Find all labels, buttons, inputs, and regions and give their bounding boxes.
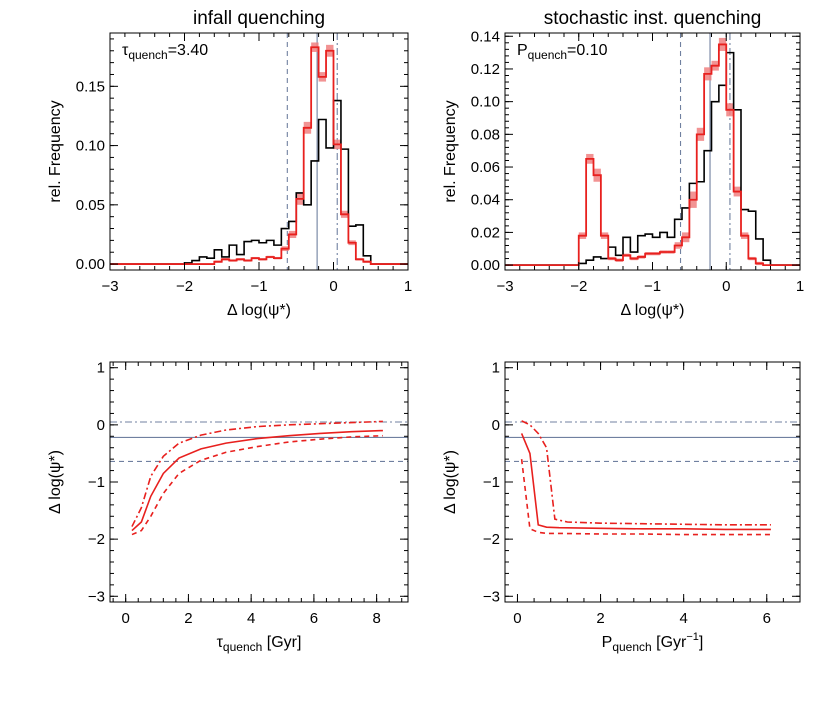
- annotation-base: P: [517, 42, 528, 59]
- y-tick-label: 0.12: [471, 61, 500, 78]
- x-axis-label-sub: quench: [612, 640, 651, 654]
- panel-3: 0 2 4 6 8 −3 −2 −1 0 1 Δ log(ψ*) τquench [Gyr]: [47, 360, 409, 654]
- y-tick-label: 1: [97, 360, 105, 377]
- parameter-annotation: τquench=3.40: [122, 42, 208, 62]
- x-tick-label: −1: [644, 278, 661, 295]
- x-tick-label: 4: [247, 610, 255, 627]
- y-axis-label: rel. Frequency: [442, 100, 459, 202]
- y-tick-label: 0.10: [76, 138, 105, 155]
- x-axis-label-sub: quench: [223, 640, 262, 654]
- x-axis-label: Δ log(ψ*): [227, 302, 291, 319]
- y-tick-label: 0.15: [76, 78, 105, 95]
- chart-title: infall quenching: [193, 8, 325, 29]
- y-tick-label: 0.14: [471, 28, 500, 45]
- y-tick-label: 0: [97, 417, 105, 434]
- parameter-annotation: Pquench=0.10: [517, 42, 608, 62]
- annotation-sub: quench: [128, 48, 167, 62]
- x-axis-label-base: τ: [217, 634, 224, 651]
- series-dashdot: [131, 420, 383, 527]
- y-tick-label: 0.02: [471, 224, 500, 241]
- x-axis-label: Δ log(ψ*): [621, 302, 685, 319]
- x-axis-label-sup: −1: [686, 631, 699, 643]
- series-dashed: [131, 434, 383, 536]
- x-tick-label: −3: [496, 278, 513, 295]
- y-tick-label: −3: [483, 588, 500, 605]
- x-axis-label: Pquench [Gyr−1]: [602, 631, 704, 654]
- panel-2: stochastic inst. quenching −3 −2 −1 0 1 0.00 0.…: [442, 8, 804, 319]
- x-tick-label: 2: [184, 610, 192, 627]
- y-axis-label: rel. Frequency: [47, 100, 64, 202]
- y-tick-label: 0.04: [471, 192, 500, 209]
- y-tick-label: 0.00: [471, 257, 500, 274]
- y-tick-label: −2: [88, 531, 105, 548]
- annotation-base: τ: [122, 42, 129, 59]
- x-tick-label: 0: [513, 610, 521, 627]
- x-tick-label: 2: [596, 610, 604, 627]
- y-tick-label: 0: [492, 417, 500, 434]
- series-model: [505, 43, 800, 266]
- x-tick-label: 8: [372, 610, 380, 627]
- y-tick-label: 1: [492, 360, 500, 377]
- series-dashed: [520, 459, 771, 536]
- y-tick-label: 0.06: [471, 159, 500, 176]
- panel-1: infall quenching −3 −2 −1 0 1 0.00 0.05 0.10 0.15…: [47, 8, 412, 319]
- y-tick-label: 0.08: [471, 126, 500, 143]
- series-model: [110, 46, 408, 265]
- x-tick-label: −2: [570, 278, 587, 295]
- x-tick-label: 6: [310, 610, 318, 627]
- y-tick-label: −2: [483, 531, 500, 548]
- plot-frame: [504, 361, 801, 603]
- x-axis-label-unit: [Gyr: [652, 634, 687, 651]
- y-tick-label: 0.10: [471, 94, 500, 111]
- series-solid: [520, 433, 771, 531]
- x-tick-label: −2: [176, 278, 193, 295]
- series-observed: [110, 99, 408, 265]
- series-observed: [505, 51, 800, 266]
- x-axis-label-base: P: [602, 634, 613, 651]
- series-dashdot: [521, 420, 771, 526]
- annotation-value: =3.40: [168, 42, 209, 59]
- x-tick-label: 1: [796, 278, 804, 295]
- chart-title: stochastic inst. quenching: [544, 8, 762, 29]
- y-tick-label: −1: [88, 474, 105, 491]
- x-axis-label-unit: [Gyr]: [262, 634, 301, 651]
- y-tick-label: 0.00: [76, 256, 105, 273]
- y-axis-label: Δ log(ψ*): [442, 450, 459, 514]
- x-tick-label: 0: [329, 278, 337, 295]
- x-axis-label: τquench [Gyr]: [217, 634, 302, 654]
- x-tick-label: 6: [763, 610, 771, 627]
- x-tick-label: −1: [250, 278, 267, 295]
- y-tick-label: 0.05: [76, 197, 105, 214]
- y-tick-label: −3: [88, 588, 105, 605]
- annotation-value: =0.10: [567, 42, 608, 59]
- series-solid: [131, 429, 383, 532]
- y-axis-label: Δ log(ψ*): [47, 450, 64, 514]
- x-tick-label: 1: [404, 278, 412, 295]
- plot-frame: [109, 361, 409, 603]
- annotation-sub: quench: [528, 48, 567, 62]
- x-tick-label: 0: [722, 278, 730, 295]
- x-tick-label: 4: [679, 610, 687, 627]
- x-axis-label-tail: ]: [699, 634, 703, 651]
- x-tick-label: −3: [101, 278, 118, 295]
- x-tick-label: 0: [122, 610, 130, 627]
- y-tick-label: −1: [483, 474, 500, 491]
